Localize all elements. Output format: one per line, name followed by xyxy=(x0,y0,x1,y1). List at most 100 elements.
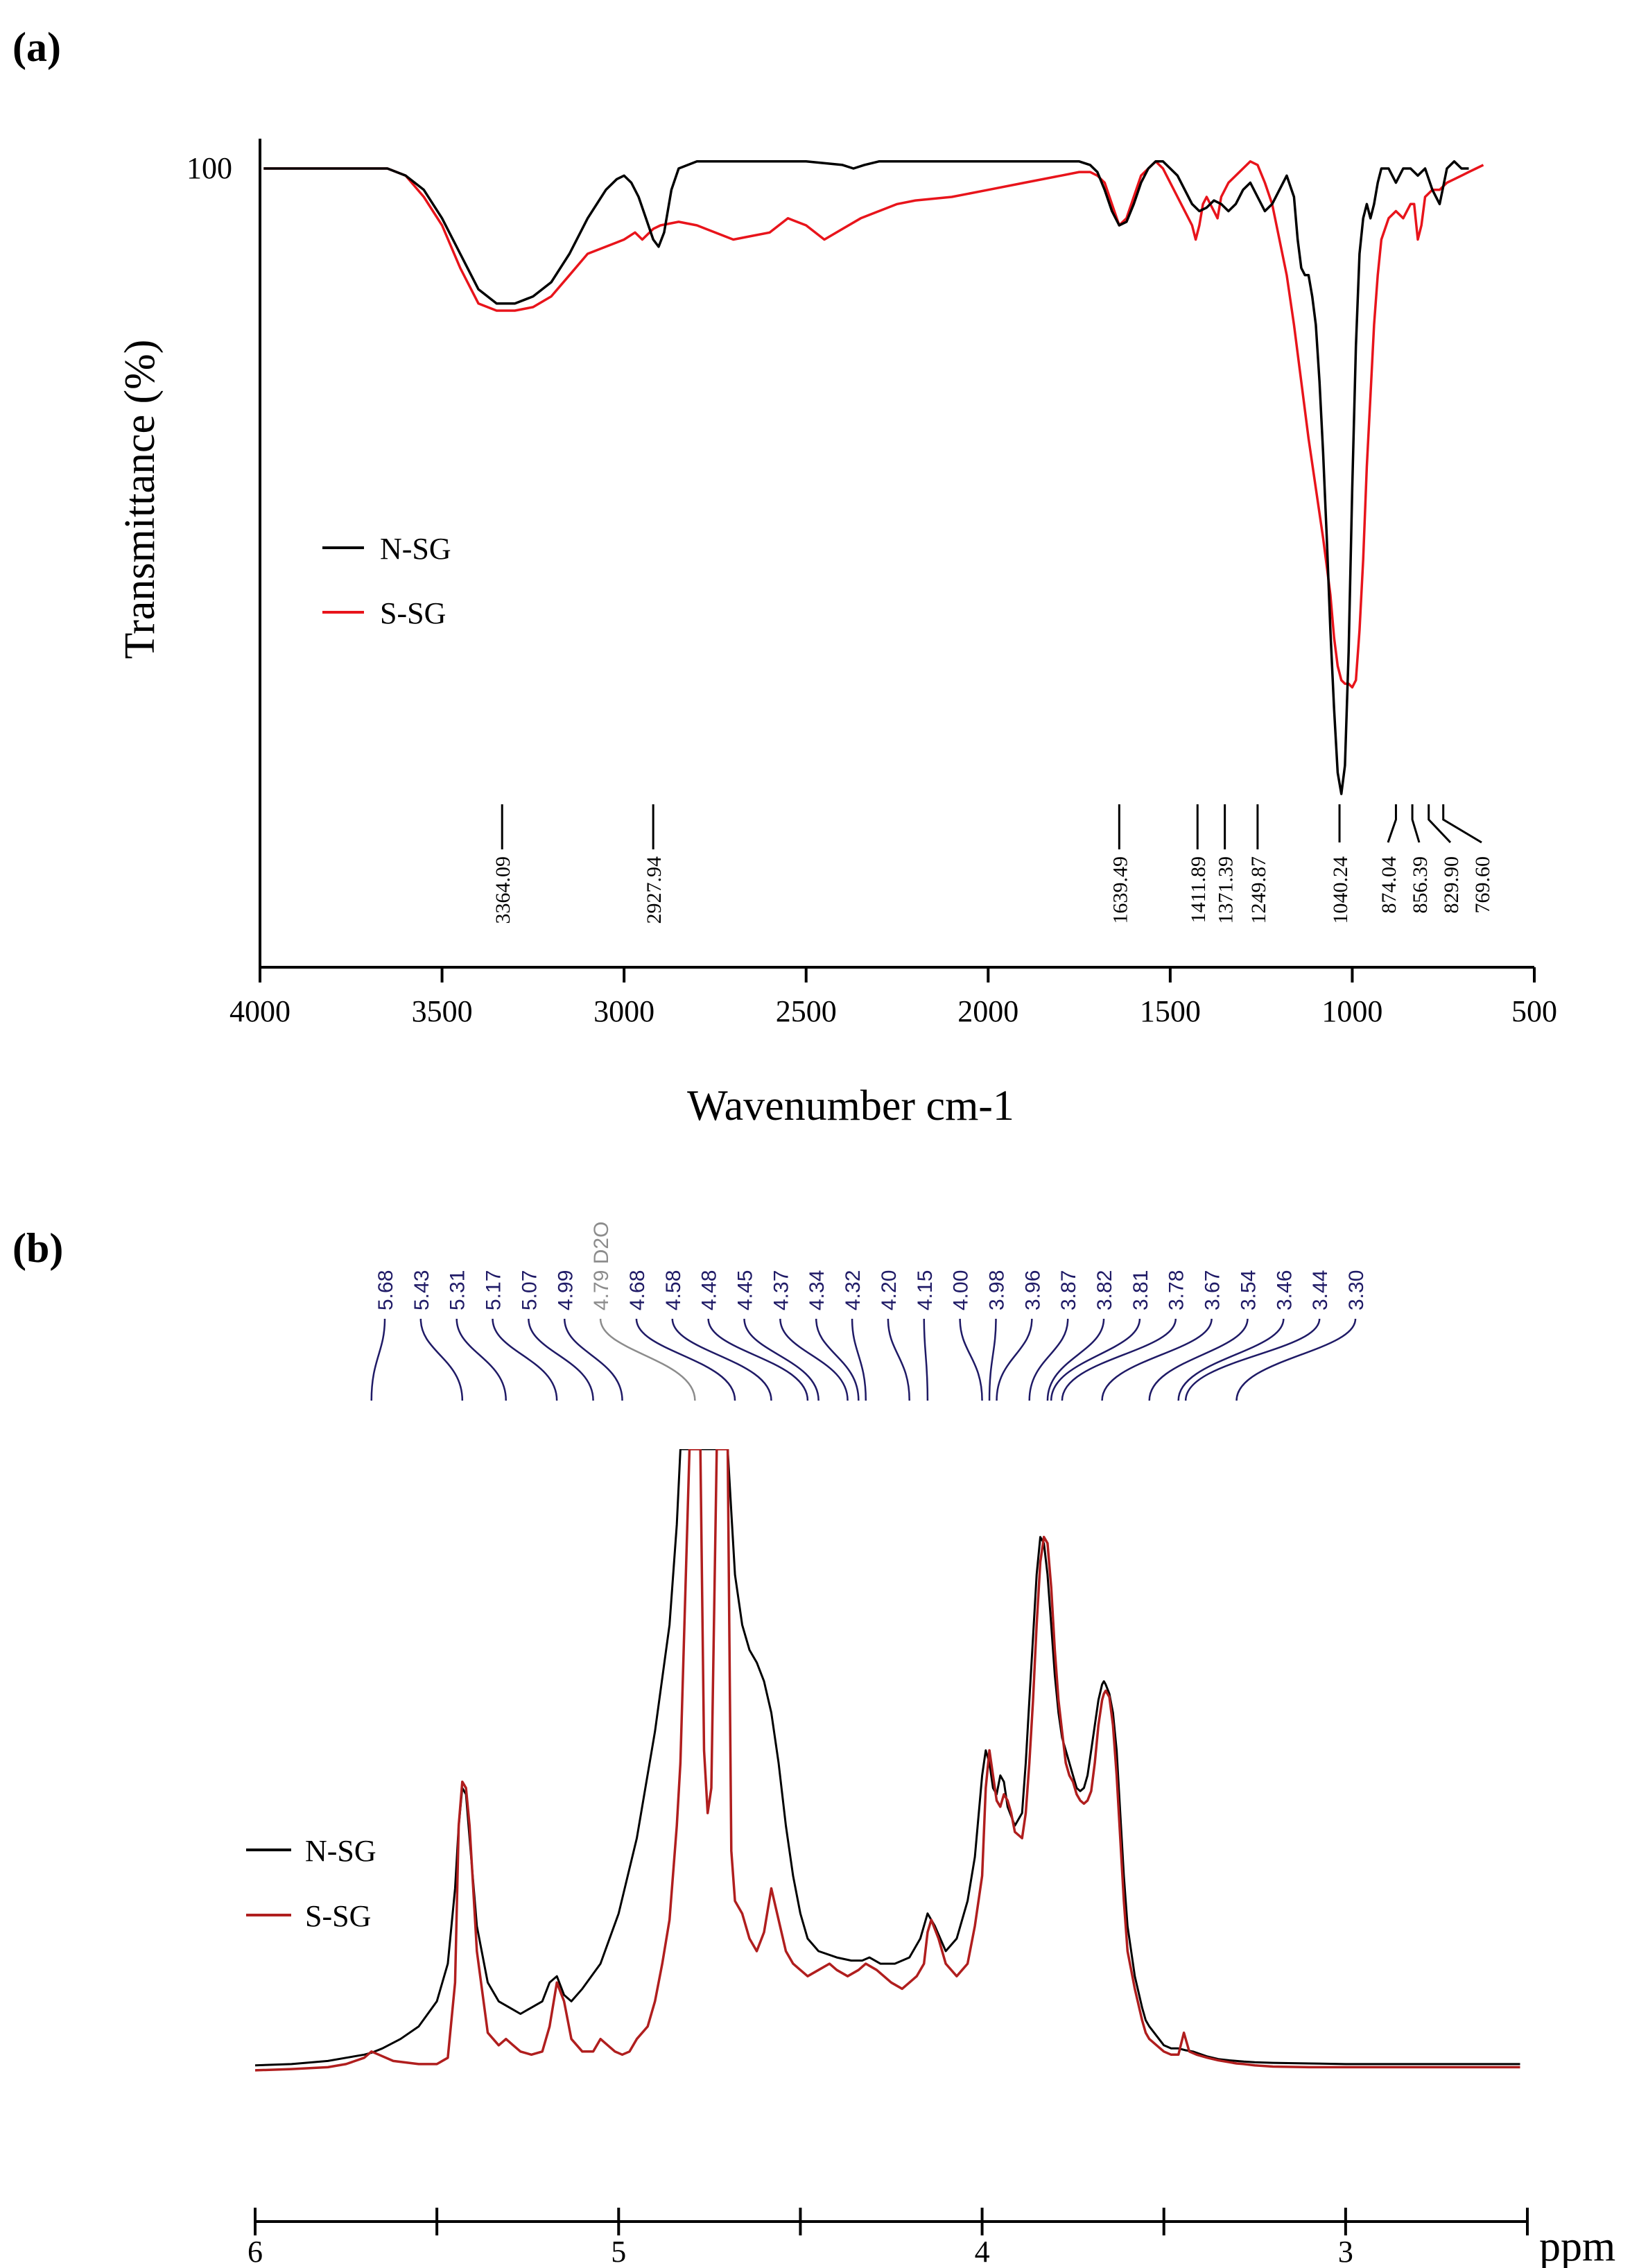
nmr-legend-label: S-SG xyxy=(305,1899,371,1933)
ir-legend-label: N-SG xyxy=(380,532,451,566)
nmr-peak-leader xyxy=(456,1318,508,1401)
nmr-peak-leader xyxy=(1046,1318,1105,1401)
nmr-x-tick-label: 3 xyxy=(1338,2235,1353,2268)
nmr-peak-leader xyxy=(564,1318,623,1401)
panel-a-label: (a) xyxy=(12,24,61,70)
nmr-x-tick-label: 4 xyxy=(975,2235,990,2268)
nmr-peak-leader xyxy=(1184,1318,1321,1401)
nmr-peak-leader xyxy=(1235,1318,1357,1401)
nmr-peak-label: 5.43 xyxy=(410,1270,433,1310)
nmr-peak-leader xyxy=(671,1318,772,1401)
ir-x-tick-label: 2000 xyxy=(957,994,1018,1028)
nmr-peak-label: 4.99 xyxy=(554,1270,577,1310)
ir-annotation-leader xyxy=(1411,804,1421,843)
nmr-peak-label: 4.48 xyxy=(698,1270,721,1310)
ir-series xyxy=(263,160,1484,795)
ir-x-tick-label: 3500 xyxy=(412,994,473,1028)
ir-x-tick-label: 3000 xyxy=(593,994,654,1028)
nmr-spectrum-panel: (b) 6 5 4 3 ppm 5.68 5.43 5.31 5.17 5.07 4.99 4.7… xyxy=(12,1222,1615,2268)
nmr-x-tick-label: 6 xyxy=(248,2235,263,2268)
nmr-peak-leader xyxy=(959,1318,983,1401)
nmr-peak-label: 4.37 xyxy=(770,1270,792,1310)
ir-x-ticks: 4000 3500 3000 2500 2000 1500 1000 500 xyxy=(229,967,1557,1028)
nmr-peak-label: 4.45 xyxy=(734,1270,757,1310)
nmr-solvent-label: 4.79 D2O xyxy=(590,1222,613,1310)
nmr-peak-label: 3.46 xyxy=(1273,1270,1296,1310)
nmr-peak-labels: 5.68 5.43 5.31 5.17 5.07 4.99 4.79 D2O 4.68 4.58… xyxy=(370,1222,1368,1401)
nmr-peak-leader xyxy=(815,1318,860,1401)
ir-series-line-n-sg xyxy=(263,160,1469,795)
nmr-x-ticks: 6 5 4 3 xyxy=(248,2208,1529,2268)
nmr-peak-label: 4.20 xyxy=(878,1270,901,1310)
nmr-peak-leader xyxy=(1148,1318,1249,1401)
nmr-peak-label: 4.58 xyxy=(662,1270,685,1310)
ir-annotation-leader xyxy=(1442,804,1482,844)
ir-annotation-label: 2927.94 xyxy=(643,856,666,924)
nmr-peak-label: 3.96 xyxy=(1021,1270,1044,1310)
ir-y-ticks: 100 xyxy=(187,151,232,185)
nmr-peak-label: 4.34 xyxy=(806,1270,829,1310)
nmr-peak-label: 4.00 xyxy=(950,1270,973,1310)
nmr-peak-leader xyxy=(635,1318,736,1401)
nmr-peak-label: 3.78 xyxy=(1165,1270,1188,1310)
ir-annotation-label: 1371.39 xyxy=(1215,856,1238,924)
nmr-peak-leader xyxy=(996,1318,1033,1401)
nmr-peak-leader xyxy=(988,1318,997,1401)
ir-annotation-leader xyxy=(1428,804,1452,844)
ir-series-line-s-sg xyxy=(263,160,1484,689)
nmr-peak-leader xyxy=(419,1318,464,1401)
nmr-peak-leader xyxy=(887,1318,910,1401)
nmr-peak-label: 4.32 xyxy=(842,1270,865,1310)
nmr-peak-label: 3.30 xyxy=(1345,1270,1368,1310)
nmr-peak-leader xyxy=(1101,1318,1213,1401)
nmr-peak-leader xyxy=(599,1318,696,1401)
nmr-series-line-n-sg xyxy=(255,1449,1520,2067)
ir-y-axis-title: Transmittance (%) xyxy=(116,340,164,659)
nmr-peak-label: 3.44 xyxy=(1309,1270,1332,1310)
nmr-peak-leader xyxy=(1061,1318,1177,1401)
ir-annotation-label: 1040.24 xyxy=(1329,856,1352,924)
ir-annotation-label: 1411.89 xyxy=(1187,856,1210,923)
nmr-peak-label: 4.68 xyxy=(626,1270,649,1310)
ir-x-tick-label: 1000 xyxy=(1321,994,1382,1028)
nmr-peak-label: 5.31 xyxy=(446,1270,469,1310)
nmr-peak-label: 4.15 xyxy=(914,1270,937,1310)
nmr-peak-label: 3.81 xyxy=(1129,1270,1152,1310)
panel-b-label: (b) xyxy=(12,1225,63,1271)
nmr-peak-leader xyxy=(923,1318,929,1401)
nmr-peak-label: 3.54 xyxy=(1237,1270,1260,1310)
nmr-peak-label: 5.68 xyxy=(374,1270,397,1310)
nmr-series xyxy=(255,1449,1520,2072)
nmr-legend-label: N-SG xyxy=(305,1834,376,1868)
nmr-peak-leader xyxy=(492,1318,558,1401)
nmr-peak-label: 5.17 xyxy=(483,1270,505,1310)
ir-annotation-label: 874.04 xyxy=(1378,856,1400,914)
nmr-series-line-s-sg xyxy=(255,1449,1520,2072)
ir-x-tick-label: 2500 xyxy=(776,994,837,1028)
nmr-x-tick-label: 5 xyxy=(611,2235,626,2268)
ir-x-tick-label: 1500 xyxy=(1140,994,1201,1028)
nmr-peak-leader xyxy=(851,1318,867,1401)
nmr-peak-leader xyxy=(528,1318,594,1401)
nmr-peak-leader xyxy=(1028,1318,1069,1401)
nmr-peak-label: 3.82 xyxy=(1093,1270,1116,1310)
ir-x-tick-label: 4000 xyxy=(229,994,290,1028)
ir-x-axis-title: Wavenumber cm-1 xyxy=(687,1082,1014,1129)
ir-annotation-label: 3364.09 xyxy=(492,856,514,924)
ir-y-tick-label: 100 xyxy=(187,151,232,185)
ir-annotation-label: 829.90 xyxy=(1440,856,1463,914)
nmr-peak-leader xyxy=(743,1318,819,1401)
ir-annotation-label: 1249.87 xyxy=(1247,856,1270,924)
ir-annotation-label: 769.60 xyxy=(1471,856,1494,914)
ir-legend-label: S-SG xyxy=(380,596,446,630)
nmr-peak-label: 3.67 xyxy=(1202,1270,1224,1310)
nmr-peak-label: 3.98 xyxy=(985,1270,1008,1310)
nmr-legend: N-SG S-SG xyxy=(246,1834,376,1933)
ir-axes xyxy=(259,139,1534,969)
ir-annotation-label: 856.39 xyxy=(1409,856,1432,914)
ir-annotation-label: 1639.49 xyxy=(1109,856,1131,924)
nmr-peak-leader xyxy=(779,1318,849,1401)
nmr-peak-label: 5.07 xyxy=(518,1270,541,1310)
ir-legend: N-SG S-SG xyxy=(322,532,451,630)
